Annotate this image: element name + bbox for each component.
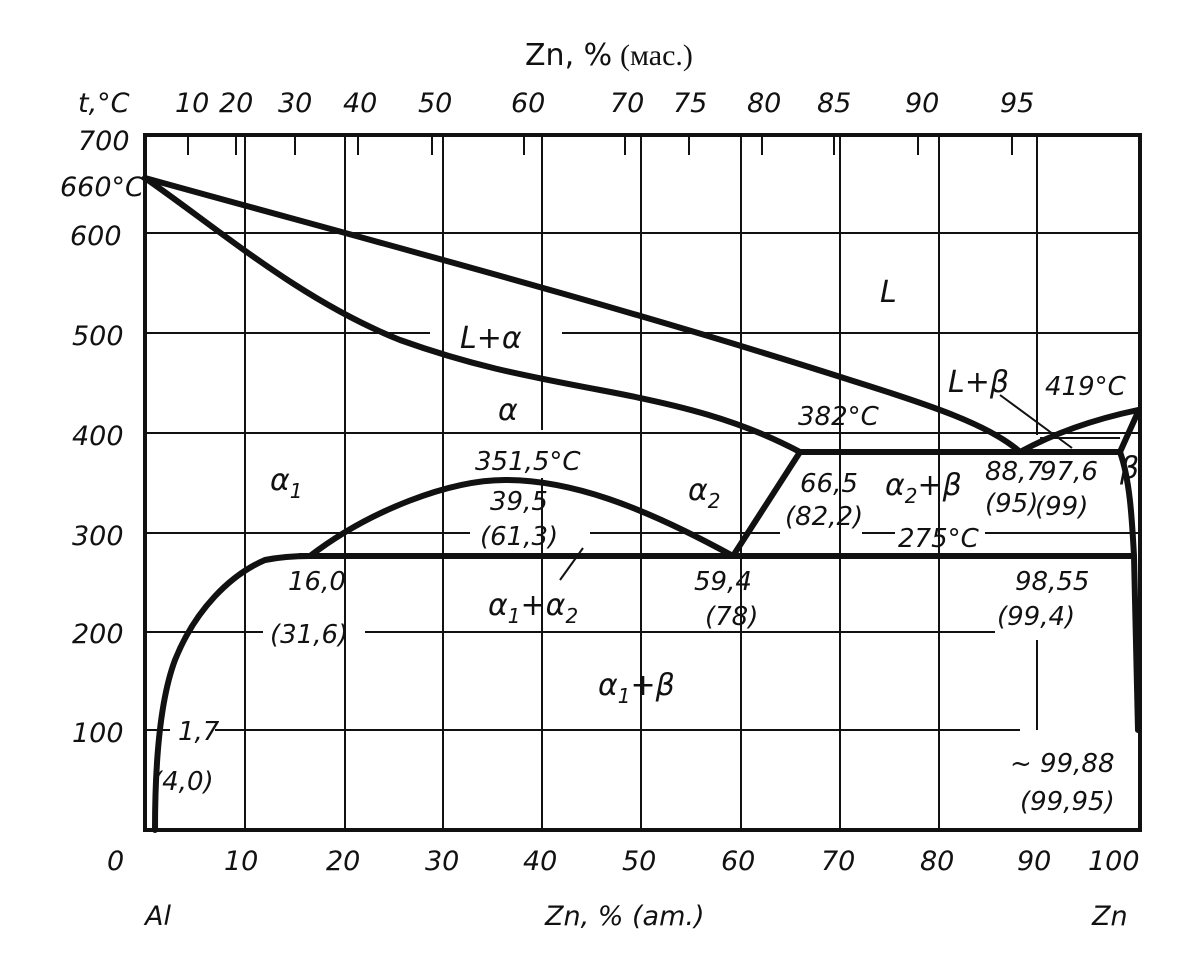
region-liquid: L xyxy=(880,275,897,310)
bottom-tick-40: 40 xyxy=(523,846,557,877)
y-tick-200: 200 xyxy=(72,619,124,650)
label-16-0: 16,0 xyxy=(288,567,346,597)
liquidus-al-side xyxy=(142,175,1023,455)
label-88-7: 88,7 xyxy=(985,457,1043,487)
top-tick-30: 30 xyxy=(278,88,312,119)
label-97-6: 97,6 xyxy=(1040,457,1098,487)
beta-solvus xyxy=(1117,449,1141,733)
bottom-tick-60: 60 xyxy=(721,846,755,877)
region-alpha1-beta: α1+β xyxy=(598,668,675,708)
label-59-4: 59,4 xyxy=(694,567,752,597)
label-39-5: 39,5 xyxy=(490,487,548,517)
top-tick-20: 20 xyxy=(219,88,253,119)
label-382: 382°C xyxy=(798,402,880,432)
bottom-tick-70: 70 xyxy=(821,846,855,877)
top-tick-10: 10 xyxy=(175,88,209,119)
region-l-alpha: L+α xyxy=(460,321,522,356)
region-labels: L L+α L+β α α1 α2 α2+β α1+α2 α1+β β xyxy=(270,275,1139,708)
label-66-5: 66,5 xyxy=(800,469,858,499)
solidus-alpha xyxy=(142,175,803,455)
y-tick-600: 600 xyxy=(70,221,122,252)
label-39-5-wt: (61,3) xyxy=(480,522,558,552)
y-axis-title: t,°C xyxy=(78,88,130,119)
horizontal-gridlines xyxy=(145,232,1140,731)
top-tick-80: 80 xyxy=(747,88,781,119)
plot-frame xyxy=(143,133,1142,832)
label-99-88: ~ 99,88 xyxy=(1010,749,1114,779)
top-tick-70: 70 xyxy=(610,88,644,119)
bottom-axis-title: Zn, % (am.) xyxy=(544,901,705,932)
top-tick-50: 50 xyxy=(418,88,452,119)
y-tick-0: 0 xyxy=(107,846,124,877)
top-tick-75: 75 xyxy=(673,88,707,119)
label-99-88-wt: (99,95) xyxy=(1020,787,1115,817)
label-275: 275°C xyxy=(898,524,980,554)
top-tick-marks xyxy=(187,135,1013,155)
y-tick-400: 400 xyxy=(72,421,124,452)
label-97-6-wt: (99) xyxy=(1035,492,1088,522)
label-1-7: 1,7 xyxy=(178,717,220,747)
label-1-7-wt: (4,0) xyxy=(152,767,214,797)
y-tick-300: 300 xyxy=(72,521,124,552)
top-tick-85: 85 xyxy=(817,88,851,119)
region-alpha1: α1 xyxy=(270,463,303,503)
label-16-0-wt: (31,6) xyxy=(270,620,348,650)
label-88-7-wt: (95) xyxy=(985,489,1038,519)
leader-lines xyxy=(559,394,1073,581)
label-98-55-wt: (99,4) xyxy=(997,602,1075,632)
region-alpha1-alpha2: α1+α2 xyxy=(488,588,578,628)
label-98-55: 98,55 xyxy=(1015,567,1089,597)
bottom-tick-20: 20 xyxy=(326,846,360,877)
y-axis-labels: t,°C 700 660°C 600 500 400 300 200 100 0 xyxy=(60,88,144,877)
bottom-axis-labels: 10 20 30 40 50 60 70 80 90 100 Al Zn, % … xyxy=(143,846,1140,932)
region-beta: β xyxy=(1119,451,1139,486)
bottom-tick-10: 10 xyxy=(224,846,258,877)
y-tick-100: 100 xyxy=(72,718,124,749)
bottom-tick-100: 100 xyxy=(1088,846,1140,877)
top-tick-90: 90 xyxy=(905,88,939,119)
element-al: Al xyxy=(143,901,171,932)
liquidus-zn-side xyxy=(1017,407,1141,455)
alpha1-solvus xyxy=(152,553,313,833)
alpha2-boundary xyxy=(730,449,803,559)
region-l-beta: L+β xyxy=(948,365,1009,400)
y-tick-500: 500 xyxy=(72,321,124,352)
region-alpha2-beta: α2+β xyxy=(885,468,962,508)
phase-boundaries xyxy=(142,175,1141,833)
bottom-tick-80: 80 xyxy=(920,846,954,877)
label-419: 419°C xyxy=(1045,372,1127,402)
top-tick-95: 95 xyxy=(1000,88,1034,119)
bottom-tick-90: 90 xyxy=(1017,846,1051,877)
point-labels: 382°C 419°C 351,5°C 275°C 66,5 (82,2) 88… xyxy=(152,372,1127,817)
top-axis-unit: (мас.) xyxy=(620,39,693,72)
element-zn: Zn xyxy=(1091,901,1128,932)
label-351: 351,5°C xyxy=(475,447,581,477)
region-alpha: α xyxy=(498,393,518,428)
label-59-4-wt: (78) xyxy=(705,602,758,632)
label-66-5-wt: (82,2) xyxy=(785,502,863,532)
miscibility-gap xyxy=(307,477,736,559)
bottom-tick-30: 30 xyxy=(425,846,459,877)
top-axis-labels: 10 20 30 40 50 60 70 75 80 85 90 95 xyxy=(175,88,1034,119)
top-tick-40: 40 xyxy=(343,88,377,119)
beta-liquidus-edge xyxy=(1117,409,1141,455)
top-axis-title: Zn, % xyxy=(525,38,612,73)
y-tick-700: 700 xyxy=(78,126,130,157)
bottom-tick-50: 50 xyxy=(622,846,656,877)
y-melt-al: 660°C xyxy=(60,172,144,203)
top-tick-60: 60 xyxy=(511,88,545,119)
region-alpha2: α2 xyxy=(688,473,721,513)
